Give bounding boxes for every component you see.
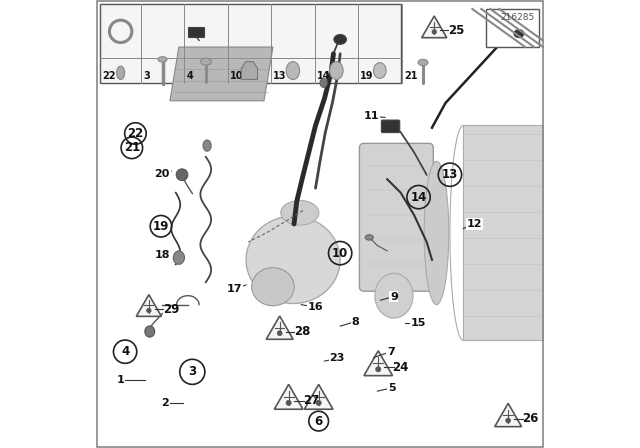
Ellipse shape <box>375 273 413 318</box>
Text: 2: 2 <box>161 398 170 408</box>
Text: 1: 1 <box>116 375 125 385</box>
Polygon shape <box>275 384 303 409</box>
Polygon shape <box>170 47 273 101</box>
Ellipse shape <box>158 56 167 62</box>
Ellipse shape <box>334 34 346 44</box>
Ellipse shape <box>145 326 155 337</box>
Text: 15: 15 <box>411 319 426 328</box>
Text: 24: 24 <box>392 361 409 374</box>
Ellipse shape <box>252 268 294 306</box>
Text: 11: 11 <box>364 112 380 121</box>
Text: 22: 22 <box>103 71 116 81</box>
Text: 21: 21 <box>124 141 140 155</box>
Bar <box>100 4 401 83</box>
Ellipse shape <box>173 251 184 264</box>
Text: 3: 3 <box>143 71 150 81</box>
Circle shape <box>176 169 188 181</box>
Ellipse shape <box>330 62 343 80</box>
Text: 16: 16 <box>308 302 323 312</box>
Circle shape <box>286 400 291 405</box>
Ellipse shape <box>203 140 211 151</box>
Text: 27: 27 <box>303 394 319 408</box>
Text: 5: 5 <box>388 383 396 393</box>
Ellipse shape <box>424 161 449 305</box>
Ellipse shape <box>246 216 340 304</box>
Bar <box>486 9 539 47</box>
Circle shape <box>506 418 511 423</box>
Text: 216285: 216285 <box>500 13 535 22</box>
Circle shape <box>432 30 436 34</box>
Text: 6: 6 <box>314 414 323 428</box>
Ellipse shape <box>374 63 386 78</box>
Text: 12: 12 <box>467 219 483 229</box>
Text: 13: 13 <box>442 168 458 181</box>
Text: 10: 10 <box>230 71 243 81</box>
Ellipse shape <box>281 201 319 225</box>
FancyBboxPatch shape <box>360 143 433 291</box>
Text: 9: 9 <box>390 292 398 302</box>
Text: 25: 25 <box>449 24 465 37</box>
Ellipse shape <box>286 62 300 80</box>
Text: 8: 8 <box>351 317 359 327</box>
Polygon shape <box>422 16 447 38</box>
Text: 19: 19 <box>153 220 169 233</box>
Text: 21: 21 <box>404 71 417 81</box>
Circle shape <box>376 366 381 372</box>
Circle shape <box>147 308 151 313</box>
Ellipse shape <box>116 66 125 80</box>
FancyBboxPatch shape <box>381 120 400 133</box>
Polygon shape <box>364 351 392 375</box>
Text: 10: 10 <box>332 246 348 260</box>
Text: 17: 17 <box>227 284 243 294</box>
Polygon shape <box>495 403 522 426</box>
Bar <box>486 9 539 47</box>
Text: 22: 22 <box>127 127 143 140</box>
Circle shape <box>277 331 282 336</box>
Circle shape <box>316 400 321 405</box>
Polygon shape <box>305 384 333 409</box>
Polygon shape <box>463 125 543 340</box>
Polygon shape <box>136 295 161 316</box>
Text: 26: 26 <box>522 412 539 426</box>
Ellipse shape <box>514 30 524 38</box>
Text: 28: 28 <box>294 325 310 338</box>
Polygon shape <box>266 316 293 339</box>
Ellipse shape <box>418 59 428 66</box>
Polygon shape <box>241 61 257 80</box>
Text: 23: 23 <box>330 353 345 363</box>
Text: 20: 20 <box>155 169 170 179</box>
FancyBboxPatch shape <box>188 27 204 37</box>
Text: 18: 18 <box>154 250 170 260</box>
Text: 29: 29 <box>163 302 180 316</box>
Ellipse shape <box>200 58 211 65</box>
Text: 13: 13 <box>273 71 287 81</box>
Text: 14: 14 <box>317 71 330 81</box>
Ellipse shape <box>320 78 327 87</box>
Text: 3: 3 <box>188 365 196 379</box>
Text: 4: 4 <box>186 71 193 81</box>
Text: 19: 19 <box>360 71 374 81</box>
Text: 7: 7 <box>387 347 395 357</box>
Ellipse shape <box>365 235 373 240</box>
Text: 14: 14 <box>410 190 427 204</box>
Text: 4: 4 <box>121 345 129 358</box>
